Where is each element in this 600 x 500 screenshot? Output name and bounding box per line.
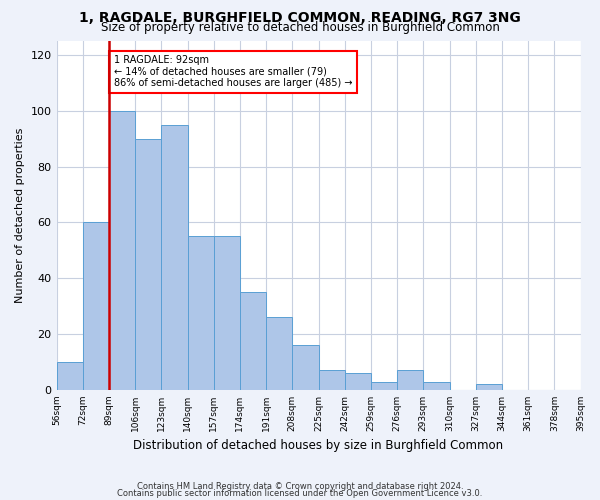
Bar bbox=[161, 124, 188, 390]
Bar bbox=[371, 382, 397, 390]
Bar bbox=[266, 318, 292, 390]
Bar bbox=[135, 138, 161, 390]
Bar bbox=[292, 346, 319, 390]
Bar bbox=[109, 111, 135, 390]
Text: 1 RAGDALE: 92sqm
← 14% of detached houses are smaller (79)
86% of semi-detached : 1 RAGDALE: 92sqm ← 14% of detached house… bbox=[113, 55, 352, 88]
Bar bbox=[397, 370, 424, 390]
Bar bbox=[214, 236, 240, 390]
Bar bbox=[83, 222, 109, 390]
Bar bbox=[240, 292, 266, 390]
Text: Contains HM Land Registry data © Crown copyright and database right 2024.: Contains HM Land Registry data © Crown c… bbox=[137, 482, 463, 491]
Text: 1, RAGDALE, BURGHFIELD COMMON, READING, RG7 3NG: 1, RAGDALE, BURGHFIELD COMMON, READING, … bbox=[79, 11, 521, 25]
Bar bbox=[56, 362, 83, 390]
Text: Contains public sector information licensed under the Open Government Licence v3: Contains public sector information licen… bbox=[118, 489, 482, 498]
Bar bbox=[345, 373, 371, 390]
Text: Size of property relative to detached houses in Burghfield Common: Size of property relative to detached ho… bbox=[101, 22, 499, 35]
X-axis label: Distribution of detached houses by size in Burghfield Common: Distribution of detached houses by size … bbox=[133, 440, 503, 452]
Bar bbox=[319, 370, 345, 390]
Bar bbox=[424, 382, 449, 390]
Y-axis label: Number of detached properties: Number of detached properties bbox=[15, 128, 25, 303]
Bar bbox=[476, 384, 502, 390]
Bar bbox=[188, 236, 214, 390]
